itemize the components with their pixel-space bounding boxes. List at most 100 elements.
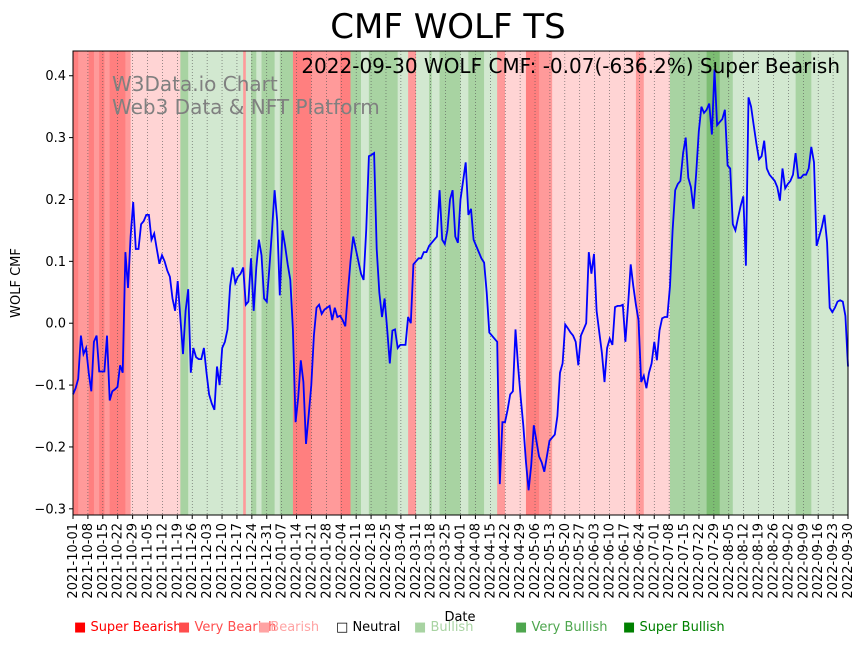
legend-item-super-bearish: ■ Super Bearish [74, 620, 182, 635]
x-tick-label: 2022-01-21 [304, 523, 319, 599]
legend-swatch: □ [336, 620, 349, 635]
band-super-bearish [525, 51, 540, 515]
legend-swatch: ■ [258, 620, 271, 635]
legend-swatch: ■ [74, 620, 87, 635]
band-very-bullish [669, 51, 708, 515]
x-tick-label: 2021-12-24 [245, 523, 260, 599]
legend-item-very-bullish: ■ Very Bullish [515, 620, 608, 635]
band-super-bearish [340, 51, 352, 515]
band-bullish [397, 51, 409, 515]
x-tick-label: 2021-12-31 [260, 523, 275, 599]
x-tick-label: 2021-12-03 [200, 523, 215, 599]
legend-label: Neutral [352, 620, 401, 635]
band-bearish [130, 51, 181, 515]
x-tick-label: 2022-03-04 [394, 523, 409, 599]
band-super-bullish [706, 51, 721, 515]
band-very-bullish [251, 51, 257, 515]
x-tick-label: 2022-04-08 [468, 523, 483, 599]
chart-subtitle: 2022-09-30 WOLF CMF: -0.07(-636.2%) Supe… [301, 54, 840, 78]
x-tick-label: 2022-06-10 [603, 523, 618, 599]
y-tick-label: −0.2 [34, 440, 66, 455]
band-very-bullish [795, 51, 812, 515]
band-bullish [415, 51, 430, 515]
x-tick-label: 2022-02-11 [349, 523, 364, 599]
y-tick-label: 0.3 [45, 131, 66, 146]
band-very-bearish [93, 51, 100, 515]
x-tick-label: 2022-09-16 [811, 523, 826, 599]
x-tick-label: 2022-08-26 [766, 523, 781, 599]
legend-swatch: ■ [623, 620, 636, 635]
band-very-bullish [439, 51, 461, 515]
x-tick-label: 2022-06-17 [617, 523, 632, 599]
x-tick-label: 2022-04-01 [454, 523, 469, 599]
legend-label: Super Bearish [90, 620, 182, 635]
x-tick-label: 2022-07-22 [692, 523, 707, 599]
legend-label: Bullish [430, 620, 474, 635]
x-tick-label: 2022-09-02 [781, 523, 796, 599]
x-tick-label: 2022-06-03 [588, 523, 603, 599]
x-tick-label: 2022-03-25 [439, 523, 454, 599]
legend-item-very-bearish: ■ Very Bearish [178, 620, 276, 635]
legend-swatch: ■ [515, 620, 528, 635]
band-bullish [361, 51, 370, 515]
x-tick-label: 2022-07-08 [662, 523, 677, 599]
x-tick-label: 2021-10-22 [111, 523, 126, 599]
band-very-bearish [78, 51, 90, 515]
band-very-bearish [332, 51, 341, 515]
band-very-bullish [180, 51, 189, 515]
band-super-bearish [292, 51, 312, 515]
band-very-bearish [635, 51, 645, 515]
y-axis-ticks: −0.3 −0.2 −0.1 0.0 0.1 0.2 0.3 0.4 [34, 69, 73, 517]
x-axis-ticks: 2021-10-01 2021-10-08 2021-10-15 2021-10-22… [66, 515, 856, 599]
x-tick-label: 2022-04-15 [483, 523, 498, 599]
x-tick-label: 2021-11-19 [170, 523, 185, 599]
y-tick-label: 0.0 [45, 317, 66, 332]
band-bearish [643, 51, 671, 515]
band-very-bearish [539, 51, 553, 515]
band-very-bullish [368, 51, 399, 515]
band-bullish [484, 51, 498, 515]
x-tick-label: 2021-10-29 [126, 523, 141, 599]
band-bearish [552, 51, 637, 515]
band-very-bearish [497, 51, 506, 515]
x-tick-label: 2021-12-10 [215, 523, 230, 599]
x-tick-label: 2022-09-09 [796, 523, 811, 599]
legend-label: Bearish [270, 620, 320, 635]
x-tick-label: 2022-06-24 [632, 523, 647, 599]
y-axis-label: WOLF CMF [9, 248, 24, 318]
x-tick-label: 2022-07-01 [647, 523, 662, 599]
band-bearish [505, 51, 527, 515]
legend-item-neutral: □ Neutral [336, 620, 400, 635]
x-tick-label: 2022-01-14 [290, 523, 305, 599]
x-tick-label: 2022-04-29 [513, 523, 528, 599]
legend-label: Super Bullish [639, 620, 725, 635]
legend-label: Very Bearish [194, 620, 277, 635]
x-tick-label: 2022-05-20 [558, 523, 573, 599]
band-bullish [460, 51, 469, 515]
y-tick-label: −0.3 [34, 502, 66, 517]
x-tick-label: 2021-10-15 [96, 523, 111, 599]
x-tick-label: 2021-11-26 [185, 523, 200, 599]
x-tick-label: 2022-04-22 [498, 523, 513, 599]
vertical-gridlines [72, 51, 849, 515]
chart-title: CMF WOLF TS [330, 7, 565, 47]
band-bullish [753, 51, 797, 515]
band-very-bearish [104, 51, 111, 515]
y-tick-label: −0.1 [34, 379, 66, 394]
y-tick-label: 0.1 [45, 255, 66, 270]
x-tick-label: 2022-07-15 [677, 523, 692, 599]
y-tick-label: 0.4 [45, 69, 66, 84]
x-tick-label: 2022-09-23 [826, 523, 841, 599]
legend-swatch: ■ [414, 620, 427, 635]
x-tick-label: 2021-12-17 [230, 523, 245, 599]
x-tick-label: 2021-11-05 [141, 523, 156, 599]
band-super-bearish [73, 51, 79, 515]
x-tick-label: 2022-01-28 [319, 523, 334, 599]
y-tick-label: 0.2 [45, 193, 66, 208]
signal-bands [73, 51, 849, 515]
x-tick-label: 2021-10-08 [81, 523, 96, 599]
watermark-line-1: W3Data.io Chart [112, 72, 278, 96]
band-very-bullish [279, 51, 294, 515]
band-very-bullish [468, 51, 485, 515]
